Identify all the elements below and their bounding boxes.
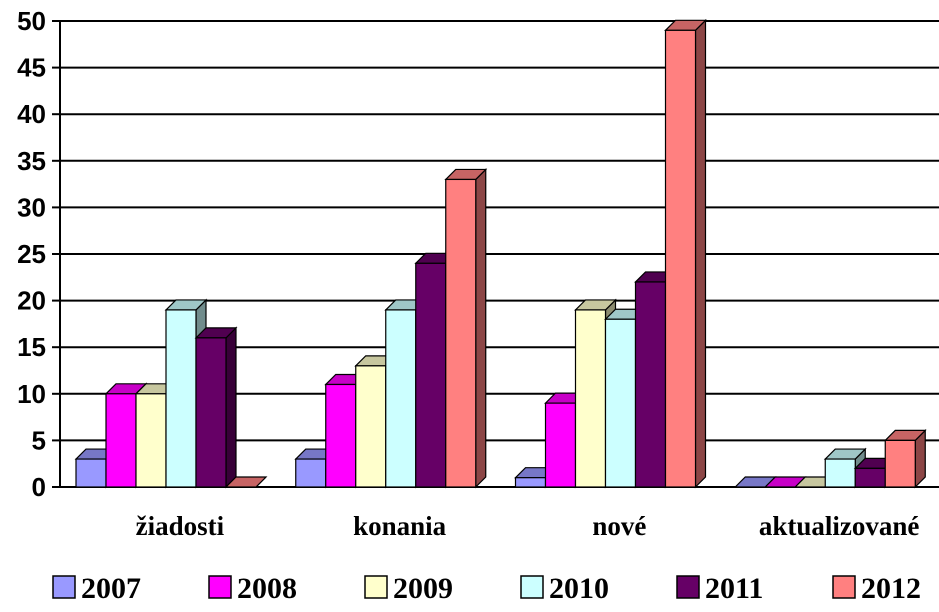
legend-swatch — [520, 575, 544, 599]
legend-label: 2010 — [549, 572, 609, 605]
legend-item-2008: 2008 — [208, 572, 297, 605]
y-tick-label: 30 — [17, 192, 46, 222]
y-tick-label: 50 — [17, 6, 46, 36]
legend-swatch — [52, 575, 76, 599]
bar-2012-aktualizované — [883, 428, 927, 489]
bars — [74, 18, 927, 489]
y-tick-label: 35 — [17, 146, 46, 176]
y-tick-label: 25 — [17, 239, 46, 269]
legend-label: 2008 — [237, 572, 297, 605]
bar-2011-žiadosti — [194, 326, 238, 489]
y-axis: 0 5 10 15 20 25 30 35 40 45 50 — [17, 6, 61, 502]
legend-item-2007: 2007 — [52, 572, 141, 605]
y-tick-label: 45 — [17, 53, 46, 83]
x-axis-labels: žiadosti konania nové aktualizované — [136, 511, 920, 541]
legend-item-2010: 2010 — [520, 572, 609, 605]
bar-2012-konania — [444, 167, 488, 489]
legend-item-2012: 2012 — [832, 572, 921, 605]
legend-item-2009: 2009 — [364, 572, 453, 605]
y-tick-label: 20 — [17, 286, 46, 316]
x-category-label: konania — [353, 511, 447, 541]
legend-label: 2009 — [393, 572, 453, 605]
bar-2012-nové — [664, 18, 707, 489]
bar-2012-žiadosti — [224, 476, 268, 488]
legend: 2007 2008 2009 2010 2011 2012 — [52, 572, 921, 605]
legend-item-2011: 2011 — [676, 572, 763, 605]
legend-swatch — [832, 575, 856, 599]
legend-label: 2012 — [861, 572, 921, 605]
x-category-label: žiadosti — [136, 511, 225, 541]
x-category-label: nové — [592, 511, 646, 541]
y-tick-label: 0 — [32, 472, 46, 502]
y-tick-label: 10 — [17, 379, 46, 409]
y-tick-label: 40 — [17, 99, 46, 129]
x-category-label: aktualizované — [759, 511, 920, 541]
legend-swatch — [676, 575, 700, 599]
y-tick-label: 15 — [17, 332, 46, 362]
legend-swatch — [208, 575, 232, 599]
y-tick-label: 5 — [32, 425, 46, 455]
legend-label: 2011 — [705, 572, 763, 605]
legend-label: 2007 — [81, 572, 141, 605]
legend-swatch — [364, 575, 388, 599]
